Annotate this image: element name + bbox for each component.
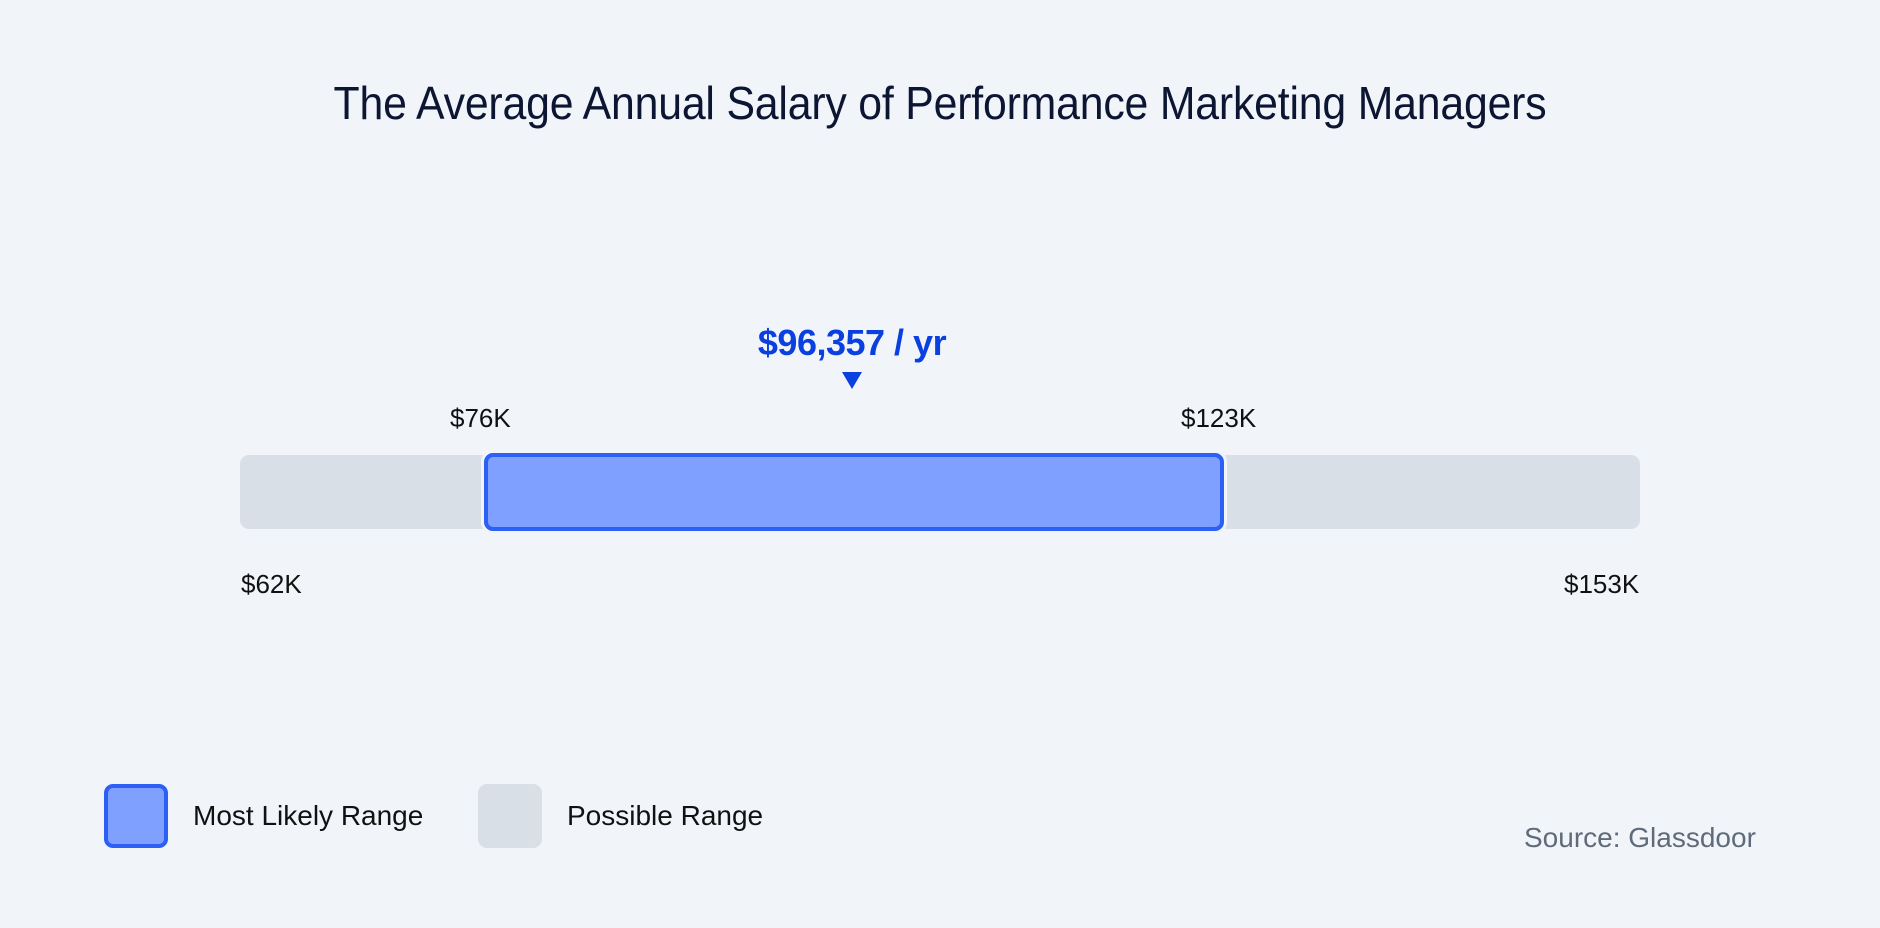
chart-title: The Average Annual Salary of Performance… <box>333 77 1547 129</box>
average-marker-triangle-icon <box>842 372 862 389</box>
source-caption: Source: Glassdoor <box>1524 822 1756 853</box>
possible-high-label: $153K <box>1564 569 1640 599</box>
possible-low-label: $62K <box>241 569 302 599</box>
legend-most-likely-swatch <box>104 784 168 848</box>
most-likely-range-bar <box>484 453 1224 531</box>
most-likely-low-label: $76K <box>450 403 511 433</box>
average-salary-label: $96,357 / yr <box>757 322 947 363</box>
legend-possible-swatch <box>478 784 542 848</box>
legend-possible-label: Possible Range <box>567 800 764 831</box>
legend-most-likely-label: Most Likely Range <box>193 800 424 831</box>
most-likely-high-label: $123K <box>1181 403 1257 433</box>
